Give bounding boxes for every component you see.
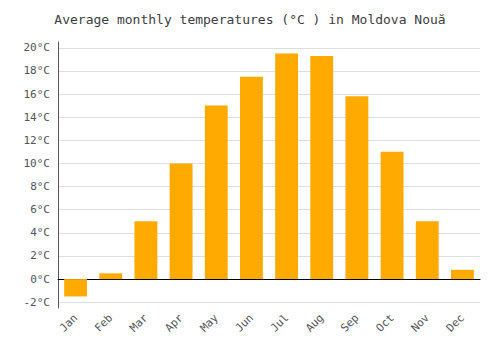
svg-text:0°C: 0°C [30, 273, 50, 286]
svg-text:20°C: 20°C [24, 41, 51, 54]
svg-text:16°C: 16°C [24, 88, 51, 101]
svg-text:6°C: 6°C [30, 203, 50, 216]
svg-text:Aug: Aug [303, 311, 326, 334]
svg-text:Mar: Mar [127, 311, 150, 334]
svg-text:12°C: 12°C [24, 134, 51, 147]
svg-text:Jan: Jan [57, 311, 80, 334]
svg-text:Apr: Apr [162, 311, 185, 334]
svg-text:4°C: 4°C [30, 226, 50, 239]
svg-text:14°C: 14°C [24, 111, 51, 124]
svg-text:Sep: Sep [338, 311, 361, 334]
svg-text:Jul: Jul [268, 311, 291, 334]
svg-text:Feb: Feb [92, 311, 115, 334]
svg-text:-2°C: -2°C [24, 296, 51, 309]
svg-text:May: May [198, 311, 221, 334]
svg-text:18°C: 18°C [24, 64, 51, 77]
svg-text:Jun: Jun [233, 311, 256, 334]
svg-text:Average monthly temperatures (: Average monthly temperatures (°C ) in Mo… [54, 12, 445, 27]
svg-text:Nov: Nov [409, 311, 432, 334]
svg-text:2°C: 2°C [30, 249, 50, 262]
svg-text:Dec: Dec [444, 311, 467, 334]
svg-text:10°C: 10°C [24, 157, 51, 170]
svg-text:8°C: 8°C [30, 180, 50, 193]
svg-text:Oct: Oct [373, 311, 396, 334]
